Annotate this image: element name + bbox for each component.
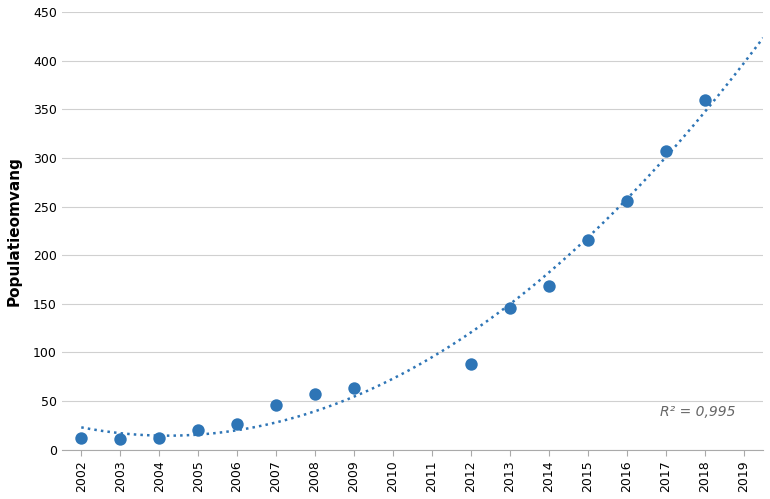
Point — [114, 435, 126, 443]
Point — [698, 95, 711, 103]
Point — [659, 147, 671, 155]
Point — [231, 421, 243, 429]
Point — [348, 384, 360, 392]
Point — [309, 390, 321, 398]
Point — [581, 236, 594, 244]
Point — [270, 401, 283, 409]
Point — [504, 304, 516, 312]
Point — [543, 282, 555, 290]
Point — [192, 426, 204, 434]
Point — [153, 434, 166, 442]
Point — [621, 197, 633, 205]
Text: R² = 0,995: R² = 0,995 — [661, 405, 736, 419]
Point — [465, 360, 477, 368]
Point — [75, 434, 88, 442]
Y-axis label: Populatieomvang: Populatieomvang — [7, 156, 22, 306]
